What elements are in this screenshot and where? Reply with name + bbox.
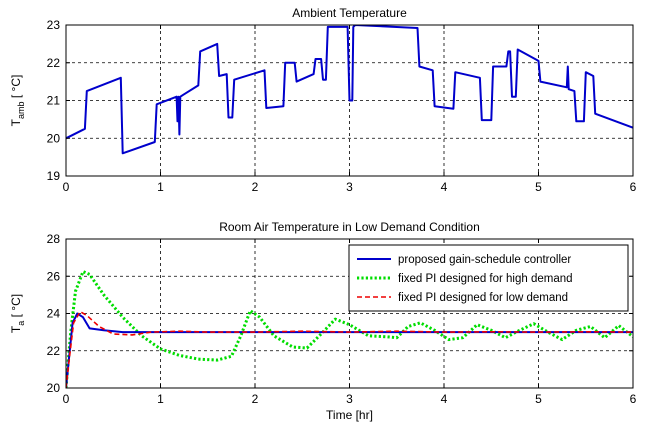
x-tick-label: 0 — [63, 180, 70, 194]
series-line-0 — [66, 25, 633, 155]
y-axis-label-main: T — [9, 325, 23, 333]
x-tick-label: 6 — [630, 180, 637, 194]
y-tick-label: 22 — [47, 56, 61, 70]
x-tick-label: 1 — [157, 180, 164, 194]
x-tick-label: 1 — [157, 392, 164, 406]
y-tick-label: 28 — [47, 232, 61, 246]
y-tick-label: 20 — [47, 381, 61, 395]
y-tick-label: 20 — [47, 131, 61, 145]
y-axis-label-sub: amb — [16, 101, 26, 119]
y-axis-label: Ta [ °C] — [9, 294, 26, 333]
y-tick-label: 19 — [47, 169, 61, 183]
legend: proposed gain-schedule controller fixed P… — [348, 244, 629, 312]
chart-title: Ambient Temperature — [292, 6, 407, 20]
y-tick-label: 22 — [47, 344, 61, 358]
legend-label-2: fixed PI designed for low demand — [398, 292, 568, 304]
y-axis-label-main: T — [9, 118, 23, 126]
y-tick-label: 26 — [47, 269, 61, 283]
x-tick-label: 3 — [346, 180, 353, 194]
x-tick-label: 5 — [535, 180, 542, 194]
x-tick-label: 2 — [252, 392, 259, 406]
y-axis-label-unit: [ °C] — [9, 294, 23, 321]
series-line-2 — [66, 310, 633, 388]
legend-box — [348, 244, 629, 312]
x-tick-label: 4 — [441, 180, 448, 194]
x-axis-label: Time [hr] — [326, 408, 373, 422]
x-tick-label: 4 — [441, 392, 448, 406]
x-tick-label: 6 — [630, 392, 637, 406]
x-tick-label: 5 — [535, 392, 542, 406]
x-tick-label: 2 — [252, 180, 259, 194]
y-axis-label-sub: a — [16, 321, 26, 326]
room-air-temperature-chart: 0 1 2 3 4 5 6 20 22 24 26 28 Room Air Temperature in… — [9, 220, 637, 422]
legend-label-0: proposed gain-schedule controller — [398, 254, 571, 266]
y-tick-label: 23 — [47, 18, 61, 32]
y-tick-label: 24 — [47, 307, 61, 321]
y-axis-label-unit: [ °C] — [9, 75, 23, 102]
x-tick-label: 3 — [346, 392, 353, 406]
x-tick-label: 0 — [63, 392, 70, 406]
y-tick-label: 21 — [47, 94, 61, 108]
chart-title: Room Air Temperature in Low Demand Condi… — [219, 220, 480, 234]
legend-label-1: fixed PI designed for high demand — [398, 273, 573, 285]
y-axis-label: Tamb [ °C] — [9, 75, 26, 127]
